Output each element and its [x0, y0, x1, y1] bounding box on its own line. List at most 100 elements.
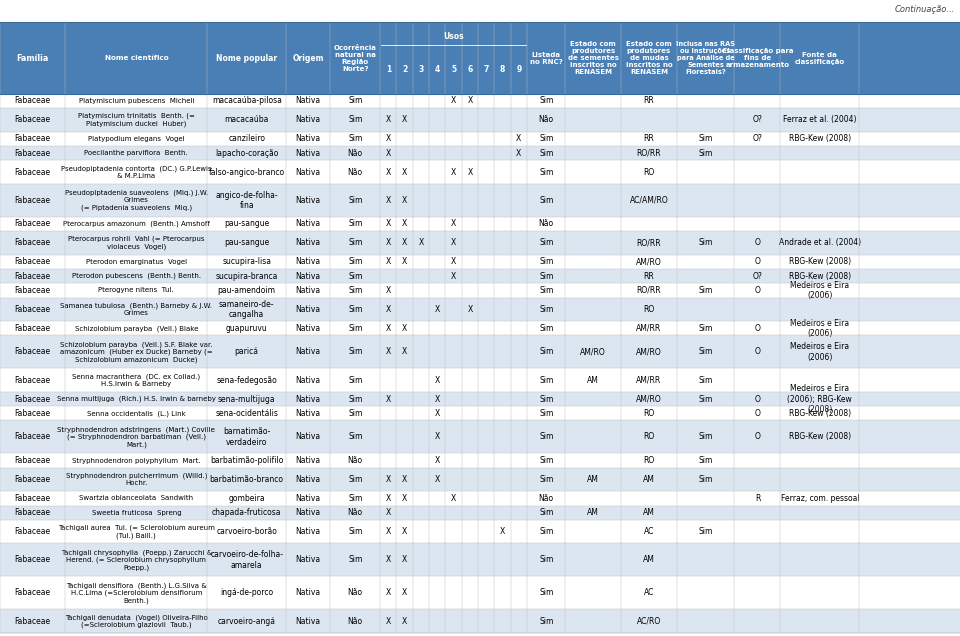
Text: Sim: Sim [540, 258, 553, 266]
Text: Nativa: Nativa [296, 196, 321, 205]
Text: Sim: Sim [540, 394, 553, 403]
Text: Nativa: Nativa [296, 324, 321, 333]
Text: Sim: Sim [540, 456, 553, 465]
Text: X: X [451, 258, 456, 266]
Text: X: X [435, 394, 440, 403]
Text: RO: RO [643, 305, 655, 314]
Text: X: X [402, 115, 407, 125]
Text: X: X [386, 196, 391, 205]
Text: O: O [755, 238, 760, 247]
Text: Poecilanthe parviflora  Benth.: Poecilanthe parviflora Benth. [84, 150, 188, 156]
Text: X: X [435, 409, 440, 418]
Text: Nativa: Nativa [296, 432, 321, 441]
Text: Fabaceae: Fabaceae [14, 258, 51, 266]
Text: AC/RO: AC/RO [636, 616, 661, 626]
Text: RBG-Kew (2008): RBG-Kew (2008) [789, 272, 851, 280]
Text: AM/RO: AM/RO [636, 258, 661, 266]
Text: chapada-fruticosa: chapada-fruticosa [212, 508, 281, 517]
Text: Fabaceae: Fabaceae [14, 376, 51, 385]
Text: Sim: Sim [699, 475, 712, 484]
Text: Nativa: Nativa [296, 409, 321, 418]
Text: O: O [755, 394, 760, 403]
Text: Nativa: Nativa [296, 508, 321, 517]
Text: Sim: Sim [348, 272, 362, 280]
Bar [0, 269, 960, 283]
Text: Sim: Sim [348, 115, 362, 125]
Text: X: X [451, 494, 456, 503]
Text: Sim: Sim [540, 555, 553, 564]
Bar [0, 609, 960, 633]
Text: 4: 4 [435, 65, 440, 74]
Text: RO/RR: RO/RR [636, 238, 661, 247]
Text: Não: Não [348, 149, 363, 158]
Text: Sim: Sim [540, 97, 553, 106]
Text: X: X [386, 347, 391, 356]
Text: Tachigali aurea  Tul. (= Sclerolobium aureum
(Tul.) Baill.): Tachigali aurea Tul. (= Sclerolobium aur… [58, 525, 215, 539]
Text: Schizolobium parayba  (Vell.) Blake: Schizolobium parayba (Vell.) Blake [75, 325, 198, 331]
Text: Sim: Sim [540, 167, 553, 177]
Text: Sim: Sim [699, 456, 712, 465]
Text: samaneiro-de-
cangalha: samaneiro-de- cangalha [219, 300, 275, 319]
Text: Stryphnodendron adstringens  (Mart.) Coville
(= Stryphnodendron barbatiman  (Vel: Stryphnodendron adstringens (Mart.) Covi… [58, 426, 215, 448]
Text: Pseudopiptadenia contorta  (DC.) G.P.Lewis
& M.P.Lima: Pseudopiptadenia contorta (DC.) G.P.Lewi… [61, 165, 211, 179]
Text: AM/RO: AM/RO [581, 347, 606, 356]
Bar [0, 22, 960, 93]
Text: Nativa: Nativa [296, 238, 321, 247]
Text: Sim: Sim [348, 432, 362, 441]
Text: Sim: Sim [540, 286, 553, 295]
Text: Nativa: Nativa [296, 475, 321, 484]
Text: Fabaceae: Fabaceae [14, 219, 51, 228]
Text: O?: O? [753, 272, 762, 280]
Bar [0, 453, 960, 467]
Text: sucupira-branca: sucupira-branca [216, 272, 277, 280]
Text: X: X [386, 305, 391, 314]
Text: X: X [435, 456, 440, 465]
Text: X: X [402, 588, 407, 597]
Text: X: X [451, 97, 456, 106]
Text: X: X [451, 219, 456, 228]
Text: X: X [402, 238, 407, 247]
Text: X: X [435, 475, 440, 484]
Text: Stryphnodendron polyphyllum  Mart.: Stryphnodendron polyphyllum Mart. [72, 457, 201, 464]
Text: pau-sangue: pau-sangue [224, 219, 270, 228]
Text: Fabaceae: Fabaceae [14, 555, 51, 564]
Text: X: X [451, 272, 456, 280]
Text: X: X [468, 97, 472, 106]
Bar [0, 231, 960, 254]
Text: Sim: Sim [348, 238, 362, 247]
Text: Nativa: Nativa [296, 97, 321, 106]
Text: Nativa: Nativa [296, 588, 321, 597]
Text: X: X [386, 219, 391, 228]
Text: sena-ocidentális: sena-ocidentális [215, 409, 278, 418]
Text: X: X [402, 196, 407, 205]
Text: Sim: Sim [699, 324, 712, 333]
Text: sucupira-lisa: sucupira-lisa [222, 258, 272, 266]
Text: AC: AC [644, 527, 654, 536]
Text: X: X [500, 527, 505, 536]
Text: Platymiscium trinitatis  Benth. (=
Platymiscium duckei  Huber): Platymiscium trinitatis Benth. (= Platym… [78, 113, 195, 127]
Text: Sim: Sim [348, 97, 362, 106]
Text: Fabaceae: Fabaceae [14, 347, 51, 356]
Text: Sim: Sim [348, 305, 362, 314]
Text: X: X [435, 305, 440, 314]
Text: Sim: Sim [348, 494, 362, 503]
Text: X: X [516, 134, 521, 143]
Text: RBG-Kew (2008): RBG-Kew (2008) [789, 134, 851, 143]
Text: Sim: Sim [540, 272, 553, 280]
Text: Nativa: Nativa [296, 494, 321, 503]
Text: Usos: Usos [444, 32, 464, 41]
Bar [0, 335, 960, 368]
Text: O: O [755, 409, 760, 418]
Bar [0, 132, 960, 146]
Text: R: R [755, 494, 760, 503]
Text: Fabaceae: Fabaceae [14, 409, 51, 418]
Text: O: O [755, 286, 760, 295]
Text: RR: RR [643, 272, 655, 280]
Text: Sim: Sim [540, 324, 553, 333]
Text: Sim: Sim [540, 305, 553, 314]
Text: Fabaceae: Fabaceae [14, 456, 51, 465]
Text: Fabaceae: Fabaceae [14, 149, 51, 158]
Text: AM: AM [643, 475, 655, 484]
Text: RBG-Kew (2008): RBG-Kew (2008) [789, 258, 851, 266]
Bar [0, 506, 960, 520]
